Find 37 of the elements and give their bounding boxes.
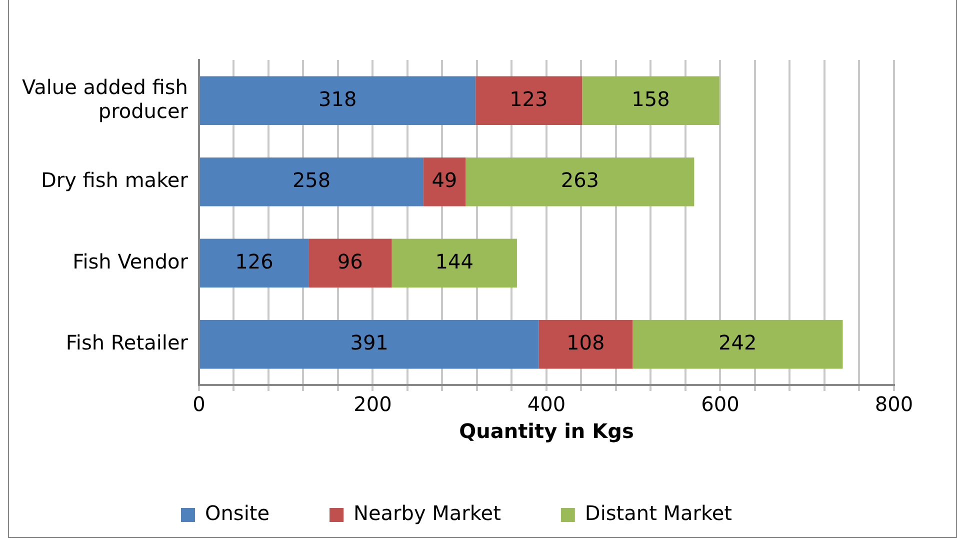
bar (582, 76, 720, 125)
x-tick-label: 400 (527, 392, 566, 416)
data-label: 318 (318, 86, 357, 111)
y-tick-label: Fish Vendor (72, 249, 189, 274)
data-label: 96 (337, 249, 363, 274)
legend-label: Distant Market (584, 501, 732, 526)
bar (632, 320, 843, 369)
bar (200, 320, 539, 369)
x-tick-label: 600 (701, 392, 740, 416)
data-label: 263 (560, 168, 600, 192)
x-tick-label: 200 (354, 392, 392, 416)
data-label: 144 (435, 249, 474, 274)
bar (475, 76, 582, 125)
bar (200, 238, 308, 288)
bar (423, 158, 466, 206)
data-label: 242 (718, 330, 757, 355)
y-tick-label: Fish Retailer (66, 330, 189, 355)
data-label: 158 (632, 86, 670, 111)
x-axis-title: Quantity in Kgs (459, 419, 634, 444)
data-label: 391 (350, 330, 388, 355)
data-label: 258 (292, 168, 331, 192)
x-tick-label: 0 (192, 392, 206, 416)
bar (392, 238, 517, 288)
bar (200, 76, 476, 125)
bar (538, 320, 632, 369)
data-label: 108 (566, 330, 605, 355)
bar (466, 158, 694, 206)
data-label: 123 (510, 86, 548, 111)
x-tick-label: 800 (874, 392, 914, 416)
legend-label: Nearby Market (354, 501, 502, 526)
y-tick-label: Dry fish maker (40, 168, 189, 192)
data-label: 49 (432, 168, 458, 192)
bar (308, 238, 392, 288)
bar (200, 158, 424, 206)
y-tick-label: Value added fish producer (22, 74, 189, 123)
data-label: 126 (235, 249, 274, 274)
legend-label: Onsite (204, 501, 270, 526)
